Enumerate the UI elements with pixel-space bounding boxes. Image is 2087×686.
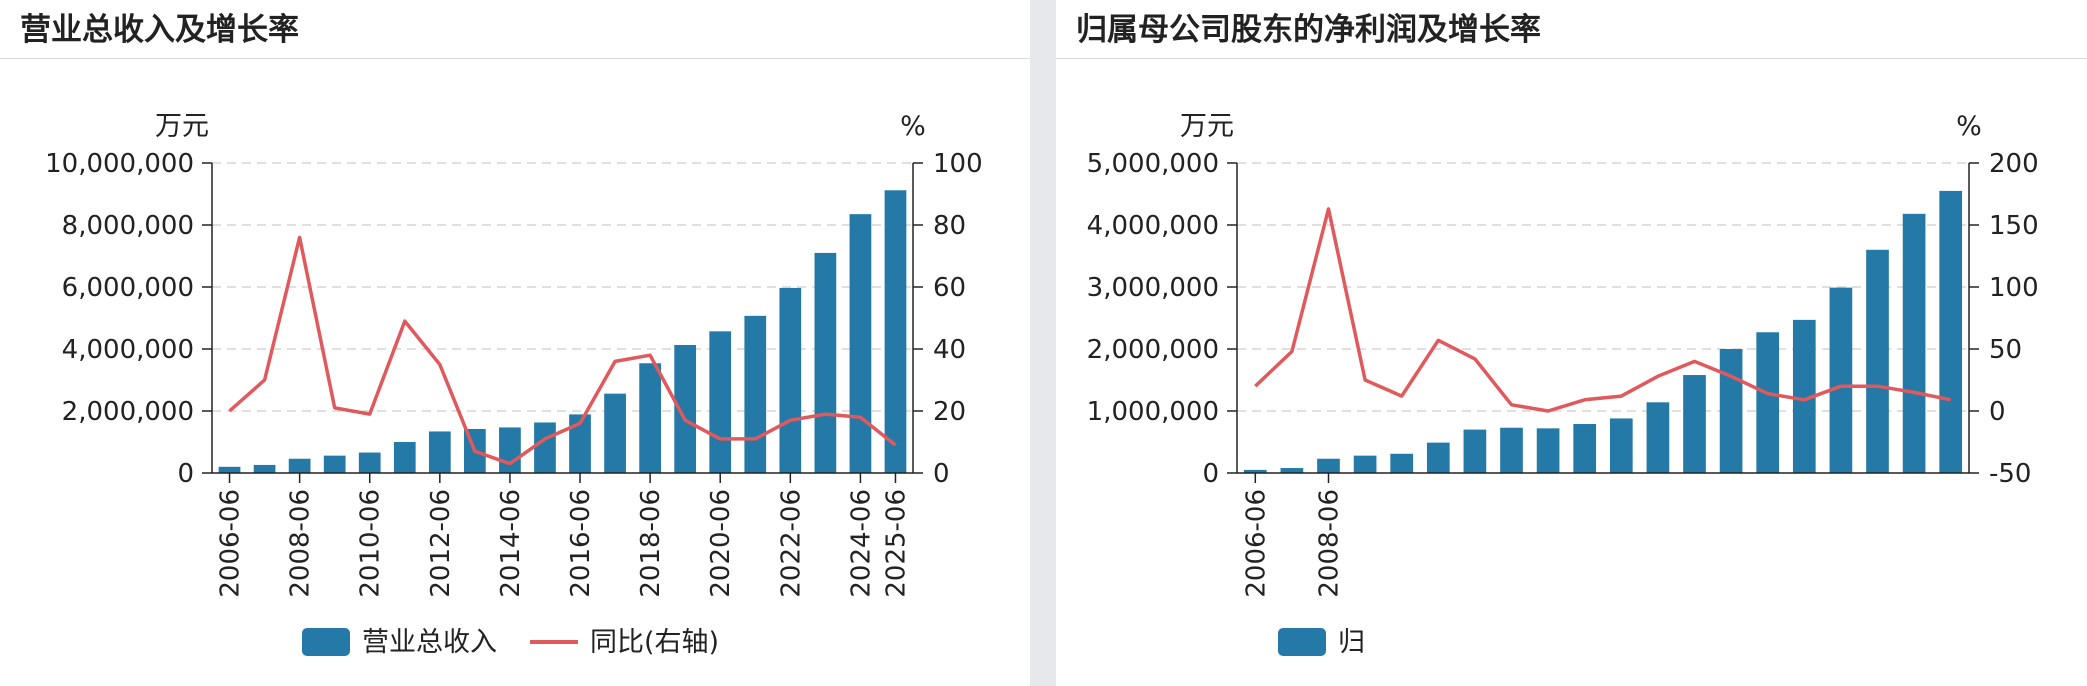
y-tick-label: 0 [177,459,194,489]
bar [1536,428,1560,473]
legend-swatch-bar [1278,628,1326,656]
bar [499,427,521,473]
bar [288,458,311,473]
bar [1426,442,1450,473]
y-tick-label: 1,000,000 [1087,397,1219,427]
bar [1756,332,1780,473]
x-tick-label: 2018-06 [636,489,666,598]
bar [358,452,381,473]
y2-tick-label: 0 [1989,397,2006,427]
growth-line [228,235,897,466]
x-tick-label: 2012-06 [426,489,456,598]
growth-line [1254,207,1952,413]
y2-tick-label: 100 [1989,273,2039,303]
bar [1683,375,1706,473]
bar [744,315,767,473]
y2-tick-label: 150 [1989,211,2039,241]
x-tick-label: 2006-06 [1241,489,1271,598]
bar [779,287,802,473]
revenue-panel-header [0,0,1030,59]
bar [1829,287,1853,473]
bar [1280,468,1304,473]
bar [1719,349,1743,473]
x-tick-label: 2008-06 [1315,489,1345,598]
y-axis-unit: 万元 [155,111,209,142]
y-tick-label: 3,000,000 [1087,273,1219,303]
bar [1353,455,1377,473]
y-tick-label: 8,000,000 [62,211,194,241]
revenue-panel: 营业总收入及增长率 0 2,000,000 4,000,000 6,000,000 8,… [0,0,1030,686]
bar [1243,469,1267,473]
y2-axis-unit: % [1956,111,1982,142]
x-tick-label: 2014-06 [496,489,526,598]
y-axis-unit: 万元 [1180,111,1234,142]
bar [1792,319,1816,473]
y2-tick-label: -50 [1989,459,2031,489]
y-tick-label: 4,000,000 [1087,211,1219,241]
y2-tick-label: 20 [933,397,966,427]
y2-axis-unit: % [900,111,926,142]
bar [1866,249,1889,473]
bar [428,431,451,473]
y2-tick-label: 0 [933,459,950,489]
bar [814,252,837,473]
legend-label-bar: 归 [1338,627,1365,658]
bar [1573,424,1597,473]
bar [1463,429,1487,473]
y2-tick-label: 60 [933,273,966,303]
net-profit-panel-header [1056,0,2087,59]
net-profit-chart: 0 1,000,000 2,000,000 3,000,000 4,000,000 5,0… [1087,111,2039,658]
y-tick-label: 10,000,000 [45,149,194,179]
bar [1500,427,1523,473]
x-tick-label: 2020-06 [706,489,736,598]
y2-tick-label: 100 [933,149,983,179]
bar [709,331,732,473]
y-tick-label: 6,000,000 [62,273,194,303]
y2-tick-label: 50 [1989,335,2022,365]
net-profit-chart-title: 归属母公司股东的净利润及增长率 [1076,12,1541,48]
bar [1939,190,1963,473]
bar [534,422,556,473]
revenue-chart: 0 2,000,000 4,000,000 6,000,000 8,000,000 10,… [45,111,983,658]
bar [218,466,241,473]
x-tick-label: 2010-06 [356,489,386,598]
x-tick-label: 2024-06 [846,489,876,598]
bar [1902,213,1926,473]
y2-tick-label: 200 [1989,149,2039,179]
bar [604,393,626,473]
x-tick-label: 2006-06 [216,489,246,598]
y-tick-label: 2,000,000 [1087,335,1219,365]
legend-label-bar: 营业总收入 [362,627,497,658]
bar [1317,458,1340,473]
bar [639,363,661,473]
y-tick-label: 4,000,000 [62,335,194,365]
revenue-chart-title: 营业总收入及增长率 [20,12,299,48]
bar [849,214,872,473]
y-tick-label: 0 [1202,459,1219,489]
legend-swatch-bar [302,628,350,656]
x-tick-label: 2025-06 [881,489,911,598]
bar [253,464,276,473]
bar [323,455,346,473]
bar [1609,418,1633,473]
bar [1390,453,1414,473]
legend-label-line: 同比(右轴) [590,627,719,658]
bar [393,442,416,473]
y2-tick-label: 40 [933,335,966,365]
y2-tick-label: 80 [933,211,966,241]
x-tick-label: 2016-06 [566,489,596,598]
bar [674,344,697,473]
net-profit-panel: 归属母公司股东的净利润及增长率 0 1,000,000 2,000,000 3,000… [1056,0,2087,686]
bar [1646,402,1670,473]
x-tick-label: 2022-06 [776,489,806,598]
bar [569,414,591,473]
y-tick-label: 5,000,000 [1087,149,1219,179]
x-tick-label: 2008-06 [286,489,316,598]
bar [884,190,907,473]
y-tick-label: 2,000,000 [62,397,194,427]
